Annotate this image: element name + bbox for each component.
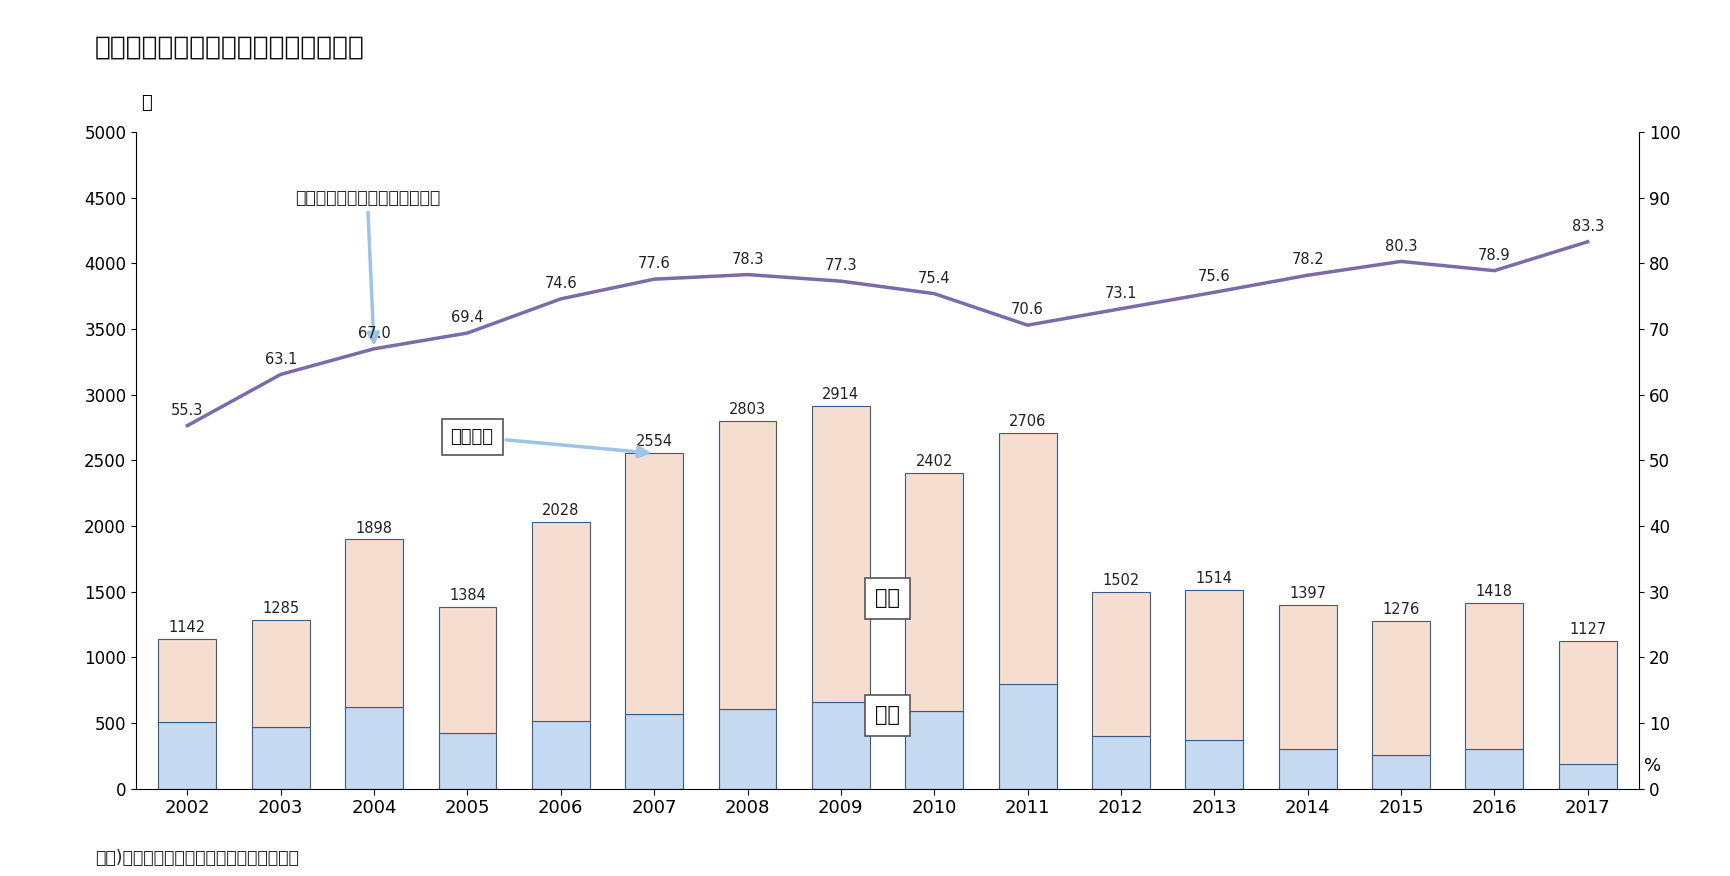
- Text: 1418: 1418: [1476, 583, 1512, 598]
- Text: 78.3: 78.3: [732, 251, 763, 266]
- Bar: [998, 434, 1057, 684]
- Text: 2803: 2803: [728, 402, 766, 417]
- Bar: [1559, 764, 1616, 788]
- Text: 77.3: 77.3: [825, 258, 856, 273]
- Text: 77.6: 77.6: [638, 257, 671, 272]
- Text: 1285: 1285: [263, 601, 299, 616]
- Bar: [1092, 591, 1150, 736]
- Bar: [1185, 740, 1244, 788]
- Bar: [1559, 640, 1616, 764]
- Text: 73.1: 73.1: [1105, 286, 1137, 300]
- Bar: [438, 733, 497, 788]
- Text: 図表２　韓国に入国する脱北者の推移: 図表２ 韓国に入国する脱北者の推移: [95, 35, 365, 61]
- Text: 男性: 男性: [875, 705, 900, 725]
- Text: 1502: 1502: [1102, 573, 1140, 588]
- Text: 67.0: 67.0: [358, 326, 391, 341]
- Bar: [531, 721, 590, 788]
- Text: 78.2: 78.2: [1291, 252, 1323, 267]
- Text: %: %: [1644, 758, 1661, 775]
- Bar: [811, 406, 870, 702]
- Bar: [253, 620, 310, 726]
- Text: 女性: 女性: [875, 589, 900, 608]
- Text: 2028: 2028: [541, 504, 580, 519]
- Text: 74.6: 74.6: [545, 276, 578, 291]
- Text: 1127: 1127: [1569, 622, 1607, 637]
- Text: 脱北者のうち女性が占める割合: 脱北者のうち女性が占める割合: [294, 188, 439, 343]
- Bar: [1465, 749, 1524, 788]
- Bar: [811, 702, 870, 788]
- Bar: [905, 711, 964, 788]
- Bar: [625, 714, 683, 788]
- Text: 70.6: 70.6: [1012, 302, 1043, 317]
- Bar: [438, 607, 497, 733]
- Text: 78.9: 78.9: [1477, 248, 1510, 263]
- Bar: [718, 420, 777, 709]
- Text: 55.3: 55.3: [171, 403, 204, 418]
- Bar: [159, 639, 216, 722]
- Text: 1142: 1142: [170, 620, 206, 635]
- Text: 63.1: 63.1: [265, 351, 298, 366]
- Text: 69.4: 69.4: [452, 310, 484, 325]
- Text: 1898: 1898: [356, 520, 393, 535]
- Bar: [346, 540, 403, 707]
- Bar: [625, 454, 683, 714]
- Bar: [159, 722, 216, 788]
- Bar: [346, 707, 403, 788]
- Text: 1276: 1276: [1382, 603, 1420, 618]
- Bar: [1185, 590, 1244, 740]
- Bar: [1278, 749, 1337, 788]
- Text: 80.3: 80.3: [1384, 238, 1417, 253]
- Bar: [531, 522, 590, 721]
- Text: 83.3: 83.3: [1571, 219, 1604, 234]
- Bar: [1278, 605, 1337, 749]
- Bar: [718, 709, 777, 788]
- Text: 2554: 2554: [635, 434, 673, 449]
- Text: 75.4: 75.4: [919, 271, 950, 286]
- Text: 2914: 2914: [822, 387, 860, 402]
- Bar: [1372, 755, 1431, 788]
- Bar: [1092, 736, 1150, 788]
- Text: 男女合計: 男女合計: [450, 427, 647, 456]
- Bar: [1372, 621, 1431, 755]
- Text: 資料)韓国統一部ホームページより筆者作成: 資料)韓国統一部ホームページより筆者作成: [95, 849, 299, 867]
- Text: 2402: 2402: [915, 455, 953, 470]
- Bar: [905, 473, 964, 711]
- Bar: [1465, 603, 1524, 749]
- Text: 1384: 1384: [450, 588, 486, 603]
- Bar: [253, 726, 310, 788]
- Text: 1514: 1514: [1195, 571, 1233, 586]
- Text: 人: 人: [140, 95, 152, 112]
- Text: 1397: 1397: [1289, 586, 1327, 601]
- Text: 2706: 2706: [1009, 414, 1047, 429]
- Text: 75.6: 75.6: [1197, 270, 1230, 285]
- Bar: [998, 684, 1057, 788]
